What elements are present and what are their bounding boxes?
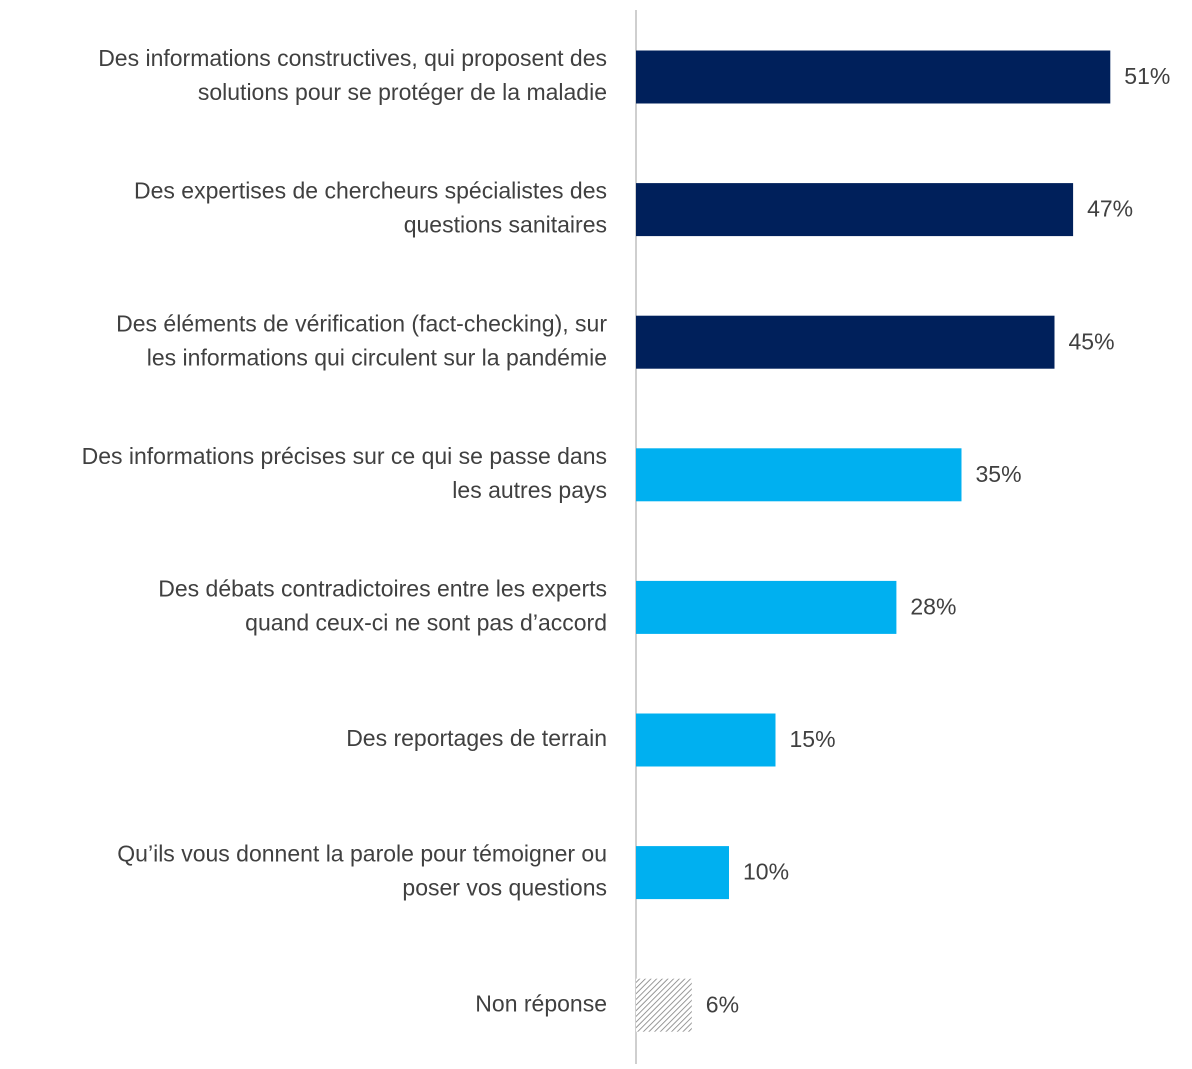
bar [636,713,776,767]
category-label: les autres pays [452,477,607,503]
category-label: Des informations constructives, qui prop… [98,45,607,71]
category-label: poser vos questions [402,875,607,901]
value-label: 10% [743,859,789,885]
category-label: Des débats contradictoires entre les exp… [158,575,607,601]
bar [636,846,729,900]
value-label: 15% [790,726,836,752]
category-label: questions sanitaires [404,212,607,238]
category-label: Qu’ils vous donnent la parole pour témoi… [117,841,607,867]
category-label: quand ceux-ci ne sont pas d’accord [245,609,607,635]
bar [636,580,897,634]
category-label: Des reportages de terrain [346,725,607,751]
category-label: Non réponse [475,990,607,1016]
value-label: 28% [910,593,956,619]
bar [636,50,1111,104]
bar [636,183,1074,237]
value-label: 51% [1124,63,1170,89]
bar [636,315,1055,369]
value-label: 6% [706,991,739,1017]
category-label: Des expertises de chercheurs spécialiste… [134,178,607,204]
bar [636,448,962,502]
bar [636,978,692,1032]
category-label: Des éléments de vérification (fact-check… [116,310,607,336]
category-label: Des informations précises sur ce qui se … [82,443,607,469]
category-label: solutions pour se protéger de la maladie [198,79,607,105]
value-label: 47% [1087,196,1133,222]
value-label: 45% [1069,328,1115,354]
value-label: 35% [976,461,1022,487]
category-label: les informations qui circulent sur la pa… [147,344,607,370]
